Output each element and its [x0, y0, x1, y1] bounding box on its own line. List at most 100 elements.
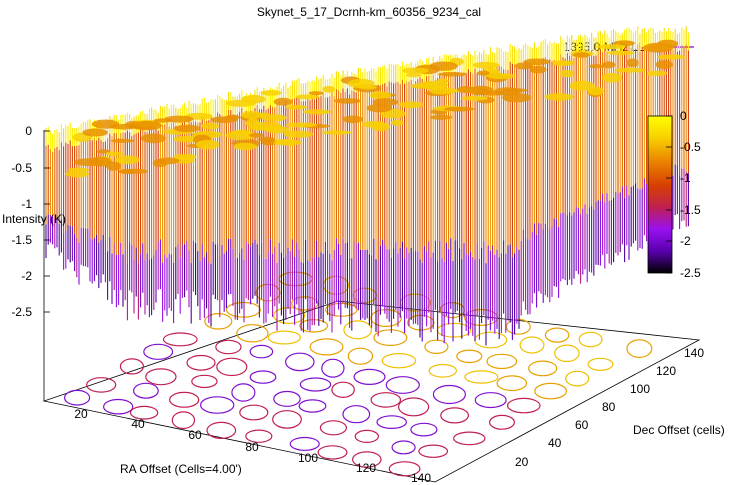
- surface-patch: [241, 111, 263, 120]
- surface-patch: [552, 62, 574, 66]
- contour-ring: [319, 420, 347, 436]
- surface-patch: [64, 170, 90, 178]
- contour-ring: [376, 415, 407, 430]
- surface-patch: [257, 136, 275, 142]
- surface-patch: [105, 151, 124, 157]
- x-tick-label: 60: [188, 428, 202, 442]
- surface-patch: [655, 60, 673, 70]
- contour-ring: [191, 374, 218, 389]
- x-tick-label: 100: [298, 451, 318, 465]
- surface-patch: [429, 61, 458, 71]
- surface-patch: [369, 91, 391, 100]
- contour-ring: [385, 376, 420, 394]
- surface-patch: [626, 58, 639, 68]
- contour-ring: [309, 338, 344, 356]
- contour-ring: [299, 318, 329, 333]
- contour-ring: [206, 421, 237, 439]
- z-tick-label: 0: [25, 124, 32, 138]
- y-axis-label: Dec Offset (cells): [633, 423, 725, 437]
- surface-patch: [308, 91, 324, 96]
- colorbar: 0 -0.5 -1 -1.5 -2 -2.5: [647, 109, 701, 280]
- surface-patch: [461, 95, 488, 101]
- z-tick-label: -2: [21, 269, 32, 283]
- surface-patch: [472, 61, 500, 69]
- contour-ring: [506, 397, 541, 414]
- contour-ring: [519, 336, 545, 354]
- surface-patch: [141, 133, 166, 144]
- surface-patch: [201, 122, 220, 130]
- surface-patch: [560, 69, 575, 78]
- surface-patch: [164, 115, 194, 123]
- surface-patch: [606, 50, 635, 56]
- contour-ring: [528, 360, 558, 377]
- contour-ring: [102, 398, 134, 415]
- contour-ring: [231, 383, 256, 402]
- surface-patch: [472, 87, 489, 95]
- surface-patch: [283, 130, 314, 138]
- contour-ring: [216, 357, 248, 377]
- y-tick-labels: 20 40 60 80 100 120 140: [515, 346, 704, 469]
- surface-patch: [429, 114, 453, 120]
- contour-ring: [169, 391, 200, 408]
- contour-ring: [186, 354, 216, 371]
- surface-patch: [544, 93, 574, 101]
- contour-ring: [534, 382, 567, 400]
- surface-patch: [248, 133, 264, 138]
- surface-patch: [602, 72, 622, 83]
- contour-ring: [143, 343, 174, 360]
- contour-ring: [370, 309, 402, 328]
- contour-ring: [132, 382, 159, 399]
- surface-patch: [173, 153, 197, 160]
- contour-ring: [373, 329, 408, 347]
- contour-ring: [317, 445, 348, 460]
- contour-ring: [145, 368, 177, 386]
- y-tick-label: 20: [515, 455, 529, 469]
- surface-patch: [110, 138, 135, 143]
- surface-patch: [477, 70, 490, 76]
- contour-ring: [489, 414, 516, 430]
- z-axis: 0 -0.5 -1 -1.5 -2 -2.5 Intensity (K): [2, 124, 66, 401]
- x-axis-label: RA Offset (Cells=4.00'): [120, 462, 242, 476]
- contour-ring: [351, 451, 382, 468]
- contour-ring: [544, 327, 570, 343]
- surface-patch: [656, 54, 686, 60]
- contour-ring: [129, 405, 159, 420]
- chart-title: Skynet_5_17_Dcrnh-km_60356_9234_cal: [257, 5, 481, 19]
- surface-mesh: [45, 26, 689, 346]
- surface-patch: [285, 122, 318, 128]
- x-tick-label: 40: [131, 417, 145, 431]
- surface-patch: [114, 155, 140, 165]
- contour-ring: [299, 377, 332, 392]
- contour-ring: [456, 349, 483, 364]
- surface-patch: [401, 67, 429, 74]
- contour-ring: [236, 324, 269, 343]
- contour-ring: [410, 422, 438, 437]
- contour-ring: [267, 330, 301, 345]
- contour-ring: [321, 358, 345, 378]
- surface-patch: [295, 94, 320, 100]
- surface-patch: [405, 73, 422, 78]
- colorbar-tick-label: -2.5: [680, 266, 701, 280]
- surface-patch: [252, 121, 282, 131]
- colorbar-tick-label: 0: [680, 109, 687, 123]
- surface-patch: [390, 119, 404, 126]
- surface-patch: [109, 124, 138, 130]
- surface-patch: [572, 52, 591, 58]
- contour-ring: [245, 429, 273, 443]
- contour-ring: [273, 307, 306, 325]
- surface-patch: [233, 142, 257, 151]
- surface-patch: [118, 168, 136, 175]
- contour-ring: [391, 440, 416, 455]
- surface-patch: [157, 157, 180, 165]
- contour-ring: [239, 404, 269, 421]
- contour-ring: [474, 392, 507, 409]
- surface-patch: [358, 85, 377, 90]
- surface-patch: [342, 115, 364, 124]
- surface-patch: [210, 116, 238, 123]
- surface-patch: [429, 87, 456, 95]
- surface-patch: [196, 139, 220, 150]
- surface-patch: [398, 101, 424, 109]
- contour-ring: [587, 357, 614, 371]
- surface-patch: [502, 93, 532, 103]
- x-tick-label: 140: [411, 471, 431, 485]
